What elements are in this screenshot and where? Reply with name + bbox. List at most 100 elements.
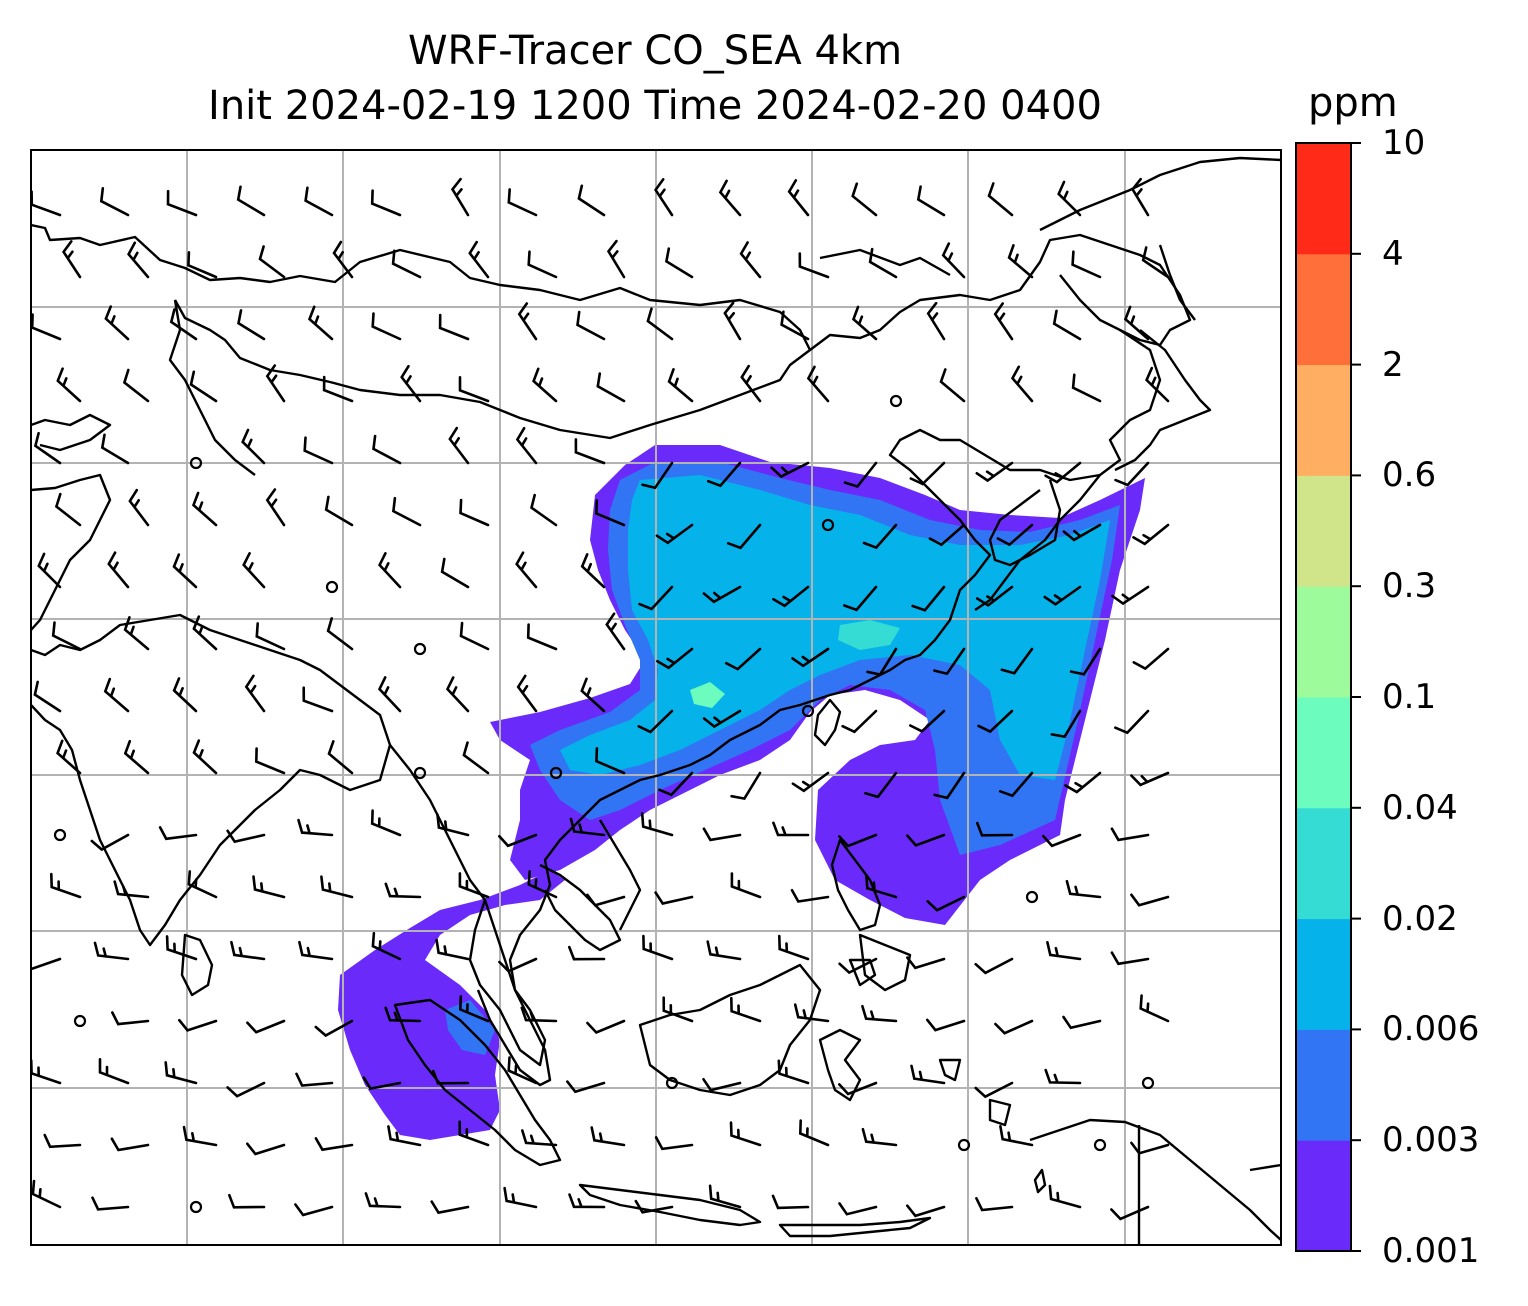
- wind-barb: [730, 996, 762, 1023]
- wind-barb: [793, 1003, 830, 1023]
- wind-barb: [718, 179, 742, 217]
- wind-barb: [772, 585, 810, 608]
- wind-barb: [654, 891, 694, 905]
- wind-barb: [507, 1056, 538, 1085]
- wind-barbs: [31, 177, 1170, 1221]
- wind-barb: [569, 817, 606, 837]
- calm-wind-circle: [801, 704, 815, 718]
- wind-barb: [1044, 461, 1082, 484]
- wind-barb: [93, 941, 130, 961]
- wind-barb: [236, 185, 266, 217]
- wind-barb: [864, 771, 898, 799]
- wind-barb: [655, 523, 694, 545]
- calm-wind-circle: [1141, 1076, 1155, 1090]
- wind-barb: [104, 305, 130, 341]
- wind-barb: [730, 872, 762, 899]
- wind-barb: [327, 740, 354, 775]
- wind-barb: [586, 893, 626, 907]
- wind-barb: [516, 674, 538, 713]
- wind-barb: [806, 365, 830, 403]
- wind-barb: [295, 1072, 334, 1087]
- wind-barb: [527, 870, 558, 899]
- wind-barb: [911, 585, 946, 612]
- colorbar-tick-label: 0.1: [1382, 677, 1437, 717]
- wind-barb: [387, 1125, 422, 1147]
- map-frame: [30, 149, 1282, 1246]
- wind-barb: [841, 709, 878, 734]
- wind-barb: [258, 245, 286, 279]
- calm-wind-circle: [325, 580, 339, 594]
- wind-barb: [440, 557, 470, 589]
- calm-wind-circle: [549, 766, 563, 780]
- wind-barb: [1132, 523, 1170, 546]
- wind-barb: [122, 368, 150, 403]
- wind-barb: [664, 247, 694, 279]
- wind-barb: [462, 741, 490, 775]
- wind-barb: [868, 247, 898, 279]
- wind-barb: [520, 1006, 558, 1023]
- wind-barb: [432, 1069, 470, 1085]
- wind-barb: [996, 523, 1034, 547]
- wind-barb: [993, 302, 1014, 341]
- wind-barb: [498, 833, 538, 848]
- colorbar-tick-label: 0.001: [1382, 1231, 1480, 1271]
- wind-barb: [770, 461, 810, 479]
- wind-barb: [226, 829, 266, 844]
- wind-barb: [909, 709, 946, 733]
- wind-barb: [33, 431, 62, 465]
- wind-barb: [435, 938, 470, 961]
- wind-barb: [498, 957, 538, 973]
- wind-barb: [1110, 827, 1150, 842]
- wind-barb: [110, 1137, 150, 1152]
- map-title: WRF-Tracer CO_SEA 4km: [407, 28, 903, 74]
- wind-barb: [566, 1080, 606, 1094]
- wind-barb: [50, 872, 82, 899]
- wind-barb: [606, 239, 626, 279]
- wind-barb: [507, 188, 538, 217]
- wind-barb: [637, 709, 674, 734]
- colorbar-tick-label: 10: [1382, 123, 1426, 163]
- wind-barb: [658, 771, 694, 797]
- wind-barb: [576, 310, 606, 341]
- wind-barb: [865, 874, 898, 899]
- wind-barb: [436, 813, 470, 837]
- wind-barb: [246, 1019, 286, 1034]
- wind-barb: [307, 305, 334, 341]
- wind-barb: [294, 1203, 334, 1217]
- wind-barb: [530, 493, 558, 527]
- wind-barb: [123, 739, 150, 775]
- wind-barb: [303, 436, 334, 465]
- colorbar-tick-label: 0.003: [1382, 1120, 1480, 1161]
- wind-barb: [62, 240, 82, 279]
- wind-barb: [798, 252, 830, 279]
- calm-wind-circle: [413, 642, 427, 656]
- wind-barb: [941, 242, 966, 279]
- wind-barb: [640, 812, 674, 837]
- colorbar-bin: [1296, 1140, 1351, 1252]
- wind-barb: [975, 461, 1014, 483]
- wind-barb: [568, 945, 606, 961]
- wind-barb: [111, 1011, 150, 1026]
- wind-barb: [37, 552, 62, 589]
- wind-barb: [158, 826, 198, 841]
- wind-barb: [302, 686, 334, 713]
- wind-barb: [906, 956, 946, 970]
- wind-barb: [662, 996, 694, 1023]
- wind-barb: [851, 305, 878, 341]
- wind-barb: [127, 241, 150, 279]
- wind-barb: [91, 1196, 130, 1211]
- wind-barb: [708, 1184, 742, 1209]
- calm-wind-circle: [189, 1200, 203, 1214]
- wind-barb: [166, 189, 198, 217]
- wind-barb: [1043, 585, 1082, 606]
- wind-barb: [706, 461, 742, 488]
- wind-barb: [226, 1081, 266, 1098]
- wind-barb: [590, 1126, 626, 1147]
- colorbar-tick-label: 0.6: [1382, 455, 1437, 496]
- wind-barb: [843, 585, 878, 612]
- wind-barb: [187, 251, 218, 279]
- wind-barb: [928, 523, 966, 547]
- wind-barb: [574, 438, 606, 465]
- wind-barb: [192, 739, 218, 775]
- calm-wind-circle: [1093, 1138, 1107, 1152]
